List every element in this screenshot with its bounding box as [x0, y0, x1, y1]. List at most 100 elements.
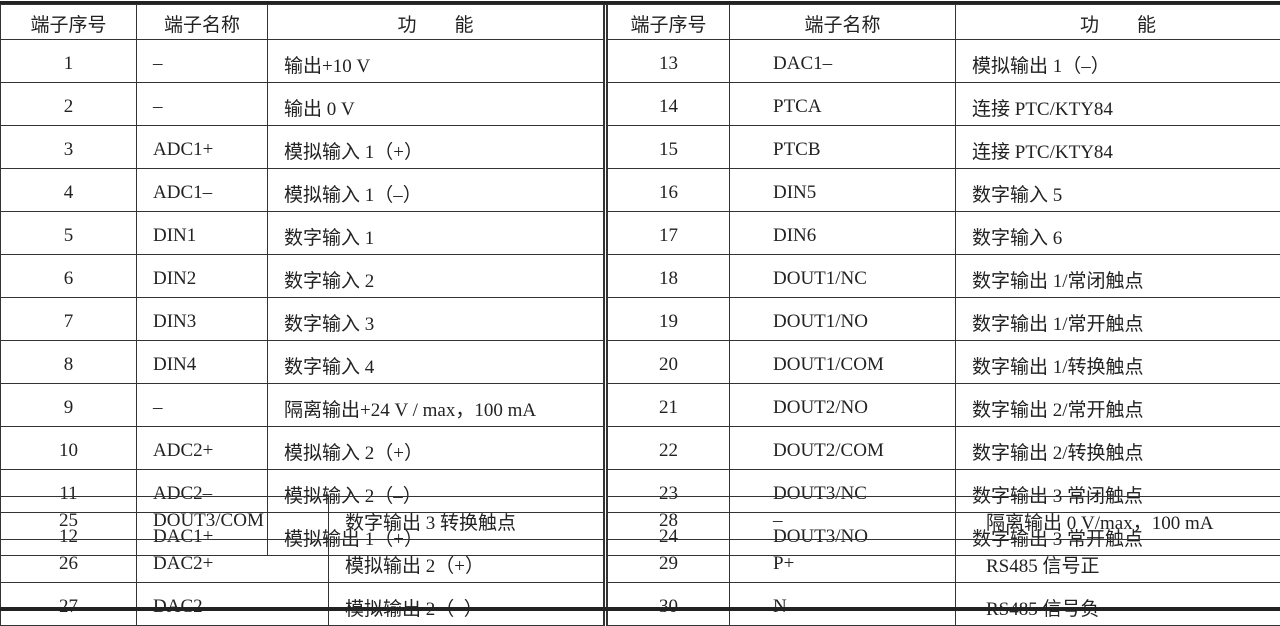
bottom-rule — [0, 607, 1280, 611]
terminal-number: 7 — [1, 298, 137, 341]
terminal-function: 数字输入 6 — [956, 212, 1280, 255]
terminal-function: 连接 PTC/KTY84 — [956, 83, 1280, 126]
terminal-number: 16 — [606, 169, 730, 212]
terminal-number: 15 — [606, 126, 730, 169]
terminal-number: 20 — [606, 341, 730, 384]
header-terminal-name: 端子名称 — [730, 5, 956, 40]
terminal-function: 数字输入 2 — [268, 255, 606, 298]
terminal-function: 数字输入 1 — [268, 212, 606, 255]
terminal-name: DIN3 — [137, 298, 268, 341]
terminal-name: – — [137, 83, 268, 126]
terminal-function: 隔离输出 0 V/max，100 mA — [956, 497, 1280, 540]
terminal-function: 数字输出 1/转换触点 — [956, 341, 1280, 384]
terminal-function: 输出 0 V — [268, 83, 606, 126]
terminal-function: 模拟输出 1（–） — [956, 40, 1280, 83]
terminal-name: – — [137, 40, 268, 83]
terminal-name: DOUT1/COM — [730, 341, 956, 384]
terminal-function: 模拟输入 2（+） — [268, 427, 606, 470]
terminal-function: 模拟输出 2（–） — [329, 583, 606, 626]
terminal-number: 13 — [606, 40, 730, 83]
terminal-function: 输出+10 V — [268, 40, 606, 83]
terminal-number: 3 — [1, 126, 137, 169]
terminal-function: 数字输出 1/常闭触点 — [956, 255, 1280, 298]
terminal-function: 数字输入 4 — [268, 341, 606, 384]
terminal-name: PTCB — [730, 126, 956, 169]
terminal-number: 27 — [1, 583, 137, 626]
terminal-name: – — [730, 497, 956, 540]
terminal-number: 10 — [1, 427, 137, 470]
terminal-number: 29 — [606, 540, 730, 583]
terminal-number: 18 — [606, 255, 730, 298]
terminal-number: 6 — [1, 255, 137, 298]
header-terminal-number: 端子序号 — [1, 5, 137, 40]
terminal-name: DOUT2/COM — [730, 427, 956, 470]
table-row: 27DAC2–模拟输出 2（–）30N–RS485 信号负 — [1, 583, 1280, 626]
terminal-name: DOUT1/NC — [730, 255, 956, 298]
terminal-function: 连接 PTC/KTY84 — [956, 126, 1280, 169]
terminal-name: DOUT1/NO — [730, 298, 956, 341]
terminal-name: DIN1 — [137, 212, 268, 255]
terminal-number: 4 — [1, 169, 137, 212]
terminal-number: 5 — [1, 212, 137, 255]
terminal-name: DAC1– — [730, 40, 956, 83]
terminal-name: DIN5 — [730, 169, 956, 212]
terminal-function: 数字输入 3 — [268, 298, 606, 341]
terminal-name: ADC1+ — [137, 126, 268, 169]
terminal-name: DIN2 — [137, 255, 268, 298]
terminal-number: 21 — [606, 384, 730, 427]
header-terminal-name: 端子名称 — [137, 5, 268, 40]
terminal-name: ADC1– — [137, 169, 268, 212]
terminal-number: 1 — [1, 40, 137, 83]
terminal-function: 数字输出 1/常开触点 — [956, 298, 1280, 341]
terminal-number: 25 — [1, 497, 137, 540]
terminal-number: 22 — [606, 427, 730, 470]
terminal-function: 数字输出 2/转换触点 — [956, 427, 1280, 470]
terminal-number: 30 — [606, 583, 730, 626]
terminal-name: DOUT3/COM — [137, 497, 329, 540]
terminal-name: DAC2+ — [137, 540, 329, 583]
terminal-name: DIN6 — [730, 212, 956, 255]
terminal-function: RS485 信号负 — [956, 583, 1280, 626]
terminal-name: PTCA — [730, 83, 956, 126]
terminal-number: 9 — [1, 384, 137, 427]
header-terminal-number: 端子序号 — [606, 5, 730, 40]
terminal-number: 2 — [1, 83, 137, 126]
terminal-function: 数字输入 5 — [956, 169, 1280, 212]
terminal-number: 28 — [606, 497, 730, 540]
terminal-name: N– — [730, 583, 956, 626]
terminal-function: RS485 信号正 — [956, 540, 1280, 583]
terminal-name: DAC2– — [137, 583, 329, 626]
terminal-number: 14 — [606, 83, 730, 126]
terminal-function: 模拟输出 2（+） — [329, 540, 606, 583]
terminal-number: 8 — [1, 341, 137, 384]
terminal-number: 19 — [606, 298, 730, 341]
terminal-function: 数字输出 3 转换触点 — [329, 497, 606, 540]
header-terminal-function: 功 能 — [956, 5, 1280, 40]
terminal-function: 模拟输入 1（+） — [268, 126, 606, 169]
terminal-name: DIN4 — [137, 341, 268, 384]
terminal-name: ADC2+ — [137, 427, 268, 470]
terminal-function: 模拟输入 1（–） — [268, 169, 606, 212]
header-terminal-function: 功 能 — [268, 5, 606, 40]
terminal-function: 隔离输出+24 V / max，100 mA — [268, 384, 606, 427]
terminal-name: P+ — [730, 540, 956, 583]
terminal-name: DOUT2/NO — [730, 384, 956, 427]
terminal-number: 17 — [606, 212, 730, 255]
terminal-name: – — [137, 384, 268, 427]
header-row: 端子序号端子名称功 能端子序号端子名称功 能 — [1, 5, 1280, 40]
terminal-number: 26 — [1, 540, 137, 583]
terminal-function: 数字输出 2/常开触点 — [956, 384, 1280, 427]
